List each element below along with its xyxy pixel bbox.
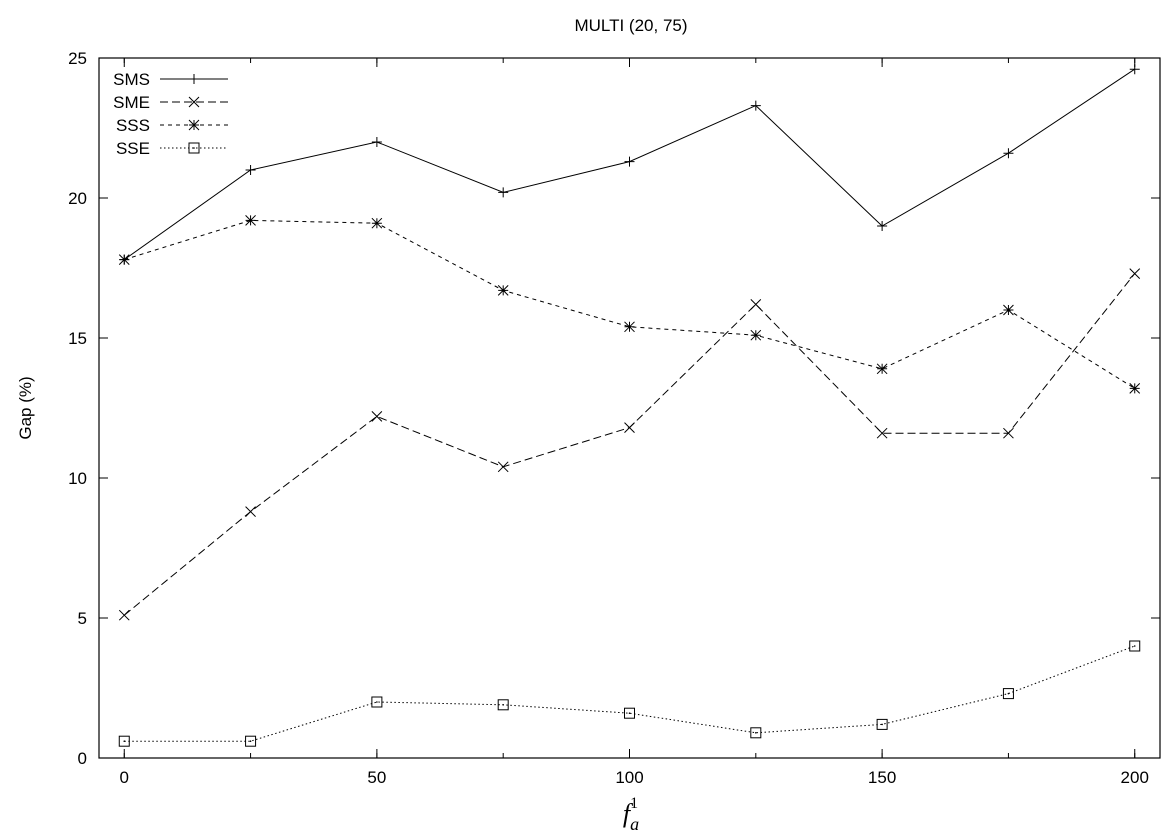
data-point-sss <box>497 285 509 296</box>
x-tick-label: 0 <box>120 768 129 787</box>
data-point-sss <box>750 329 762 341</box>
legend-label: SMS <box>113 70 150 89</box>
legend-marker-sms <box>189 74 199 84</box>
data-point-sme <box>497 461 509 473</box>
data-point-sse-dot <box>502 704 504 706</box>
data-point-sse <box>1129 640 1141 652</box>
data-point-sse <box>118 735 130 747</box>
data-point-sms <box>498 187 509 198</box>
data-point-sse <box>624 707 635 719</box>
x-axis-label: f1 a <box>623 795 639 834</box>
data-point-sms <box>624 156 635 167</box>
data-point-sss <box>1003 304 1014 316</box>
data-point-sme <box>876 427 888 439</box>
series-line-sss <box>124 219 1135 389</box>
data-point-sse-dot <box>755 732 757 734</box>
data-point-sse <box>497 699 509 711</box>
legend-item-sme: SME <box>113 93 228 112</box>
x-axis-label-subscript: a <box>630 814 639 834</box>
data-point-sse <box>245 735 257 747</box>
data-point-sme <box>371 411 383 422</box>
data-point-sse-dot <box>881 723 883 726</box>
data-point-sss <box>624 321 635 333</box>
legend-item-sms: SMS <box>113 70 228 89</box>
data-point-sms <box>1129 64 1140 75</box>
data-point-sms <box>877 221 888 231</box>
legend-marker-sss <box>188 119 200 131</box>
legend-label: SSS <box>116 116 150 135</box>
data-point-sse-dot <box>123 740 126 742</box>
data-point-sse-dot <box>376 701 378 703</box>
axis-ticks: 0 5 10 15 20 25 0 50 100 150 200 <box>68 49 1160 787</box>
data-point-sms <box>1003 148 1014 159</box>
legend-label: SME <box>113 93 150 112</box>
x-axis-label-superscript: 1 <box>630 795 638 812</box>
legend-marker-sse-dot <box>193 147 195 149</box>
series-sss <box>118 215 1141 394</box>
data-point-sme <box>1003 427 1014 439</box>
legend-label: SSE <box>116 139 150 158</box>
series-group <box>118 64 1141 747</box>
data-point-sss <box>245 215 256 226</box>
data-point-sms <box>750 100 761 111</box>
data-point-sse-dot <box>1007 692 1010 695</box>
x-tick-label: 100 <box>615 768 643 787</box>
data-point-sss <box>1129 383 1141 394</box>
data-point-sse <box>750 727 762 739</box>
legend-marker-sse <box>188 142 200 154</box>
legend-item-sse: SSE <box>116 139 228 158</box>
data-point-sme <box>118 609 130 621</box>
data-point-sse-dot <box>1133 645 1136 647</box>
series-sme <box>118 268 1141 621</box>
legend-marker-sme <box>188 96 200 108</box>
y-tick-label: 25 <box>68 49 87 68</box>
y-tick-label: 0 <box>78 749 87 768</box>
y-tick-label: 5 <box>78 609 87 628</box>
chart-title: MULTI (20, 75) <box>574 16 687 35</box>
legend: SMS SME SSS SSE <box>113 70 228 158</box>
data-point-sss <box>876 363 888 375</box>
x-tick-label: 150 <box>868 768 896 787</box>
data-point-sms <box>371 137 382 147</box>
x-axis-label-base: f <box>623 799 634 828</box>
data-point-sse <box>371 696 383 708</box>
data-point-sse <box>1002 688 1014 700</box>
y-tick-label: 10 <box>68 469 87 488</box>
data-point-sme <box>245 506 256 517</box>
data-point-sms <box>245 165 256 175</box>
data-point-sss <box>118 254 130 265</box>
data-point-sse <box>876 718 888 730</box>
series-sms <box>119 64 1140 265</box>
series-line-sse <box>124 645 1135 742</box>
data-point-sss <box>371 217 383 229</box>
legend-item-sss: SSS <box>116 116 228 135</box>
data-point-sse-dot <box>249 740 252 742</box>
data-point-sme <box>1129 268 1141 279</box>
data-point-sme <box>750 299 762 310</box>
data-point-sme <box>624 422 635 433</box>
y-tick-label: 15 <box>68 329 87 348</box>
data-point-sse-dot <box>628 712 631 714</box>
x-tick-label: 200 <box>1121 768 1149 787</box>
x-tick-label: 50 <box>367 768 386 787</box>
y-axis-label: Gap (%) <box>16 376 35 439</box>
y-tick-label: 20 <box>68 189 87 208</box>
series-sse <box>118 640 1141 747</box>
